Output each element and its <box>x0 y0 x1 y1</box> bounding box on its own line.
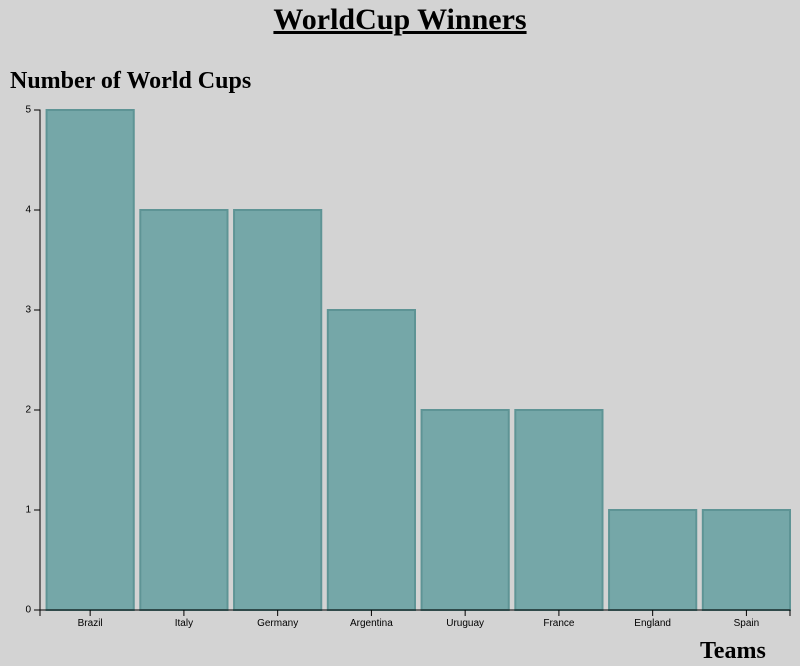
y-tick-label: 4 <box>25 205 31 216</box>
y-tick-label: 2 <box>25 405 31 416</box>
y-tick-label: 3 <box>25 305 31 316</box>
y-axis-label: Number of World Cups <box>10 68 252 94</box>
chart-title: WorldCup Winners <box>273 3 527 36</box>
y-tick-label: 1 <box>25 505 31 516</box>
x-tick-label: Brazil <box>78 618 103 629</box>
bar <box>139 209 229 611</box>
x-tick-label: Argentina <box>350 618 393 629</box>
y-tick-label: 0 <box>25 605 31 616</box>
bar <box>420 409 510 611</box>
bar <box>45 109 135 611</box>
x-axis-label: Teams <box>700 638 766 664</box>
x-tick-label: Germany <box>257 618 298 629</box>
bar <box>608 509 698 611</box>
x-tick-label: Spain <box>734 618 760 629</box>
bar <box>514 409 604 611</box>
x-tick-label: Uruguay <box>446 618 484 629</box>
x-tick-label: Italy <box>175 618 193 629</box>
bar <box>326 309 416 611</box>
bars-group <box>45 109 791 611</box>
x-axis-line <box>39 609 791 616</box>
bar <box>233 209 323 611</box>
x-tick-label: France <box>543 618 575 629</box>
x-axis: Brazil Italy Germany Argentina Uruguay France… <box>39 609 791 629</box>
y-axis-line <box>34 109 41 611</box>
bar <box>701 509 791 611</box>
y-tick-label: 5 <box>25 105 31 116</box>
y-axis: 0 1 2 3 4 5 <box>25 105 41 616</box>
x-tick-label: England <box>634 618 671 629</box>
